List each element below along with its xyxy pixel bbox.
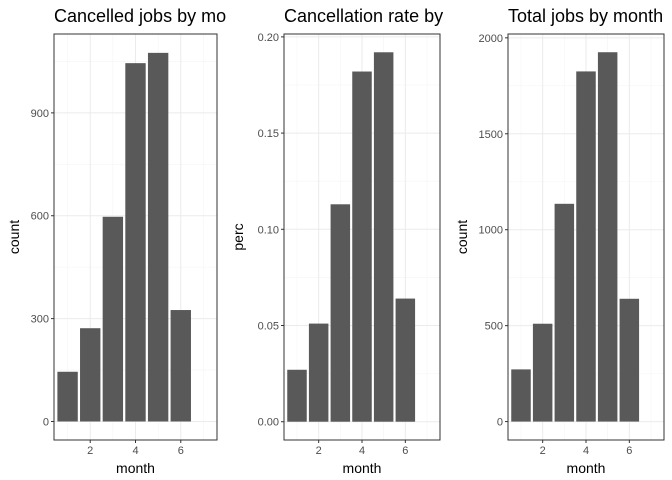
x-tick-label: 2 [87, 445, 93, 457]
bar-month-1 [57, 371, 78, 422]
y-axis-label: count [454, 220, 470, 254]
chart-title: Cancelled jobs by mo [54, 6, 226, 26]
x-axis-label: month [343, 460, 382, 476]
bars [287, 52, 416, 422]
y-tick-label: 0.00 [258, 417, 279, 429]
y-axis-label: perc [230, 223, 246, 250]
bar-month-1 [511, 369, 531, 422]
y-tick-label: 1000 [479, 225, 503, 237]
bars [511, 52, 640, 422]
bar-month-2 [80, 328, 101, 422]
y-tick-label: 0.20 [258, 32, 279, 44]
y-tick-label: 0.05 [258, 321, 279, 333]
bar-month-5 [147, 52, 169, 422]
bars [57, 52, 191, 422]
bar-month-2 [308, 323, 329, 422]
y-tick-label: 900 [31, 108, 49, 120]
chart-title: Cancellation rate by [284, 6, 443, 26]
y-tick-label: 600 [31, 211, 49, 223]
y-axis-label: count [6, 220, 22, 254]
bar-month-6 [395, 298, 416, 422]
y-tick-label: 0 [497, 417, 503, 429]
bar-month-4 [576, 71, 596, 422]
x-tick-label: 2 [316, 445, 322, 457]
y-tick-label: 2000 [479, 33, 503, 45]
y-tick-label: 500 [485, 321, 503, 333]
x-axis-label: month [116, 460, 155, 476]
bar-month-3 [554, 203, 575, 422]
bar-month-1 [287, 369, 307, 422]
x-tick-label: 4 [132, 445, 138, 457]
y-tick-label: 1500 [479, 129, 503, 141]
bar-month-5 [597, 52, 618, 422]
chart-title: Total jobs by month [508, 6, 663, 26]
bar-month-3 [102, 216, 124, 422]
bar-month-4 [125, 63, 146, 422]
x-tick-label: 6 [626, 445, 632, 457]
bar-month-6 [619, 298, 640, 422]
y-tick-label: 300 [31, 314, 49, 326]
x-tick-label: 4 [359, 445, 365, 457]
x-tick-label: 4 [583, 445, 589, 457]
chart-panel-2: 0.00 0.05 0.10 0.15 0.20 2 4 6 Cancellation rate… [230, 6, 443, 476]
bar-month-5 [373, 52, 394, 422]
chart-panel-3: 0 500 1000 1500 2000 2 4 6 Total jobs by month mo… [454, 6, 665, 476]
y-tick-label: 0.10 [258, 224, 279, 236]
y-tick-label: 0.15 [258, 128, 279, 140]
bar-month-6 [170, 310, 191, 422]
x-axis-label: month [567, 460, 606, 476]
chart-panel-1: 0 300 600 900 2 4 6 Cancelled jobs by mo month co… [6, 6, 226, 476]
y-tick-label: 0 [43, 416, 49, 428]
x-tick-label: 6 [178, 445, 184, 457]
bar-month-4 [352, 71, 372, 422]
bar-month-2 [532, 323, 553, 422]
x-tick-label: 6 [402, 445, 408, 457]
x-tick-label: 2 [540, 445, 546, 457]
bar-month-3 [330, 204, 351, 422]
